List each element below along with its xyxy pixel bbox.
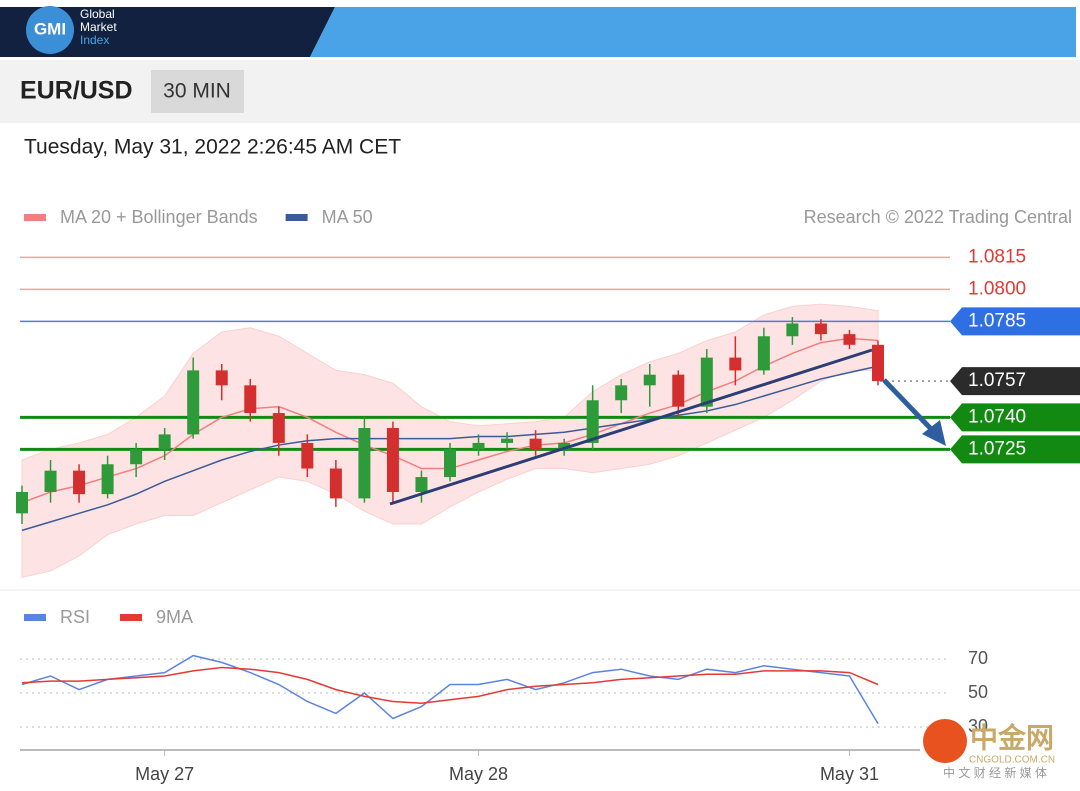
y-tick-label: 30 (968, 716, 988, 736)
level-label: 1.0800 (968, 278, 1026, 299)
x-tick-label: May 31 (820, 764, 879, 784)
watermark-tagline: 中 文 财 经 新 媒 体 (943, 765, 1047, 780)
y-tick-label: 50 (968, 682, 988, 702)
rsi-line (21, 654, 879, 724)
legend-label: RSI (60, 607, 90, 627)
candle-body (700, 357, 713, 407)
legend-label: MA 20 + Bollinger Bands (60, 207, 258, 227)
candle-body (130, 449, 143, 465)
forecast-arrow (882, 378, 936, 434)
candle-body (615, 385, 628, 401)
candle-body (843, 334, 856, 345)
timestamp: Tuesday, May 31, 2022 2:26:45 AM CET (24, 136, 401, 159)
watermark-title: 中金网 (970, 721, 1054, 753)
level-label: 1.0740 (968, 406, 1026, 427)
interval[interactable]: 30 MIN (163, 80, 231, 103)
trend-line (389, 348, 873, 506)
level-label: 1.0757 (968, 370, 1026, 391)
header-light (310, 7, 1076, 57)
candle-body (472, 442, 485, 450)
arrow-head (922, 420, 946, 446)
candle-body (44, 470, 57, 492)
legend-swatch (24, 614, 46, 621)
x-tick-label: May 27 (135, 764, 194, 784)
level-box (950, 403, 1080, 432)
header-dark (0, 7, 335, 57)
legend-swatch (24, 214, 46, 221)
candle-body (272, 413, 285, 443)
level-label: 1.0785 (968, 310, 1026, 331)
brand-line: Global (80, 7, 115, 21)
candle-body (814, 323, 827, 335)
candle-body (215, 370, 228, 386)
interval-box[interactable] (151, 70, 244, 113)
candle-body (358, 428, 371, 499)
candle-body (501, 438, 514, 443)
legend-swatch (120, 614, 143, 621)
candle-body (158, 434, 171, 450)
candle-body (73, 470, 86, 495)
logo-circle (26, 6, 74, 54)
credit: Research © 2022 Trading Central (804, 207, 1072, 227)
candle-body (16, 492, 28, 514)
candle-body (786, 323, 799, 337)
level-box (950, 307, 1080, 336)
candle-body (329, 468, 342, 499)
level-label: 1.0725 (968, 438, 1026, 459)
candle-body (244, 385, 257, 414)
symbol: EUR/USD (20, 77, 133, 105)
x-tick-label: May 28 (449, 764, 508, 784)
y-tick-label: 70 (968, 648, 988, 668)
candle-body (586, 400, 599, 443)
candle-body (301, 442, 314, 469)
watermark-site: CNGOLD.COM.CN (969, 755, 1055, 766)
candle-body (558, 442, 571, 450)
legend-swatch (285, 214, 308, 221)
bollinger-band (21, 303, 879, 578)
candle-body (643, 374, 656, 386)
candle-body (386, 428, 399, 492)
level-label: 1.0815 (968, 246, 1026, 267)
candle-body (529, 438, 542, 450)
candle-body (101, 464, 114, 495)
candle-body (757, 336, 770, 371)
candle-body (672, 374, 685, 407)
legend-label: 9MA (156, 607, 193, 627)
brand-line: Market (80, 20, 117, 34)
level-box (950, 367, 1080, 396)
candle-body (444, 449, 456, 478)
candle-body (415, 477, 428, 492)
rsi-line (21, 666, 879, 704)
candle-body (872, 344, 884, 382)
ma-line (21, 365, 879, 532)
watermark-logo (923, 719, 967, 763)
candle-body (187, 370, 200, 435)
legend-label: MA 50 (322, 207, 373, 227)
logo-text: GMI (34, 19, 66, 38)
candle-body (729, 357, 742, 371)
brand-line: Index (80, 33, 109, 47)
level-box (950, 435, 1080, 464)
